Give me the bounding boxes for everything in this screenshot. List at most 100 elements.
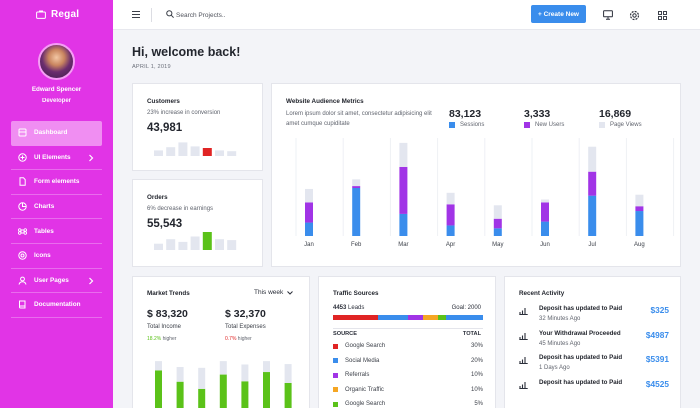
activity-title: Deposit has updated to Paid xyxy=(539,305,623,312)
bar-page-views xyxy=(446,192,455,205)
sidebar-item-user-pages[interactable]: User Pages xyxy=(11,269,102,294)
source-name: Google Search xyxy=(345,401,386,407)
period-dropdown[interactable]: This week xyxy=(254,289,294,296)
activity-item[interactable]: Deposit has updated to Paid 32 Minutes Ag… xyxy=(519,305,669,331)
traffic-row: Social Media 20% xyxy=(333,356,483,366)
spark-bar xyxy=(190,146,200,156)
recent-activity-card: Recent Activity Deposit has updated to P… xyxy=(504,276,681,408)
orders-value: 55,543 xyxy=(147,218,183,230)
activity-title: Your Withdrawal Proceeded xyxy=(539,329,621,337)
sidebar-item-dashboard[interactable]: Dashboard xyxy=(11,121,102,146)
sidebar-nav: Dashboard UI Elements Form elements Charts T… xyxy=(11,121,102,318)
spark-bar xyxy=(202,148,212,156)
traffic-sources-card: Traffic Sources 4453 Leads Goal: 2000 SO… xyxy=(318,276,496,408)
customers-sparkbars xyxy=(154,142,237,156)
brand-logo[interactable]: Regal xyxy=(36,9,79,20)
market-title: Market Trends xyxy=(147,290,190,297)
bar-sessions xyxy=(446,225,455,236)
traffic-progress-bar xyxy=(333,315,483,320)
apps-grid-icon[interactable] xyxy=(658,10,667,20)
income-bar xyxy=(198,388,206,408)
spark-bar xyxy=(154,150,163,156)
bar-sessions xyxy=(305,222,313,236)
bar-new-users xyxy=(399,166,408,214)
search-input[interactable] xyxy=(176,8,316,22)
x-tick-label: Aug xyxy=(634,242,645,248)
activity-title: Recent Activity xyxy=(519,290,565,297)
bar-chart-icon xyxy=(519,357,528,364)
col-total: TOTAL xyxy=(462,331,481,337)
sidebar-item-label: Tables xyxy=(34,227,54,235)
pie-chart-icon xyxy=(18,202,27,211)
bar-sessions xyxy=(493,228,502,236)
search-icon xyxy=(166,10,174,18)
bar-new-users xyxy=(493,218,502,229)
activity-item[interactable]: Deposit has updated to Paid 1 Days Ago $53… xyxy=(519,354,669,380)
sidebar-item-charts[interactable]: Charts xyxy=(11,195,102,220)
page-date: APRIL 1, 2019 xyxy=(132,64,171,70)
stat-value: 3,333 xyxy=(524,108,551,120)
period-label: This week xyxy=(254,289,284,296)
spark-bar xyxy=(178,241,188,250)
settings-icon[interactable] xyxy=(629,10,640,21)
source-name: Social Media xyxy=(345,357,380,364)
source-name: Organic Traffic xyxy=(345,386,384,393)
income-delta: 18.2% higher xyxy=(147,336,176,342)
brand-name: Regal xyxy=(51,9,80,20)
bar-page-views xyxy=(588,146,597,172)
stat-label: Page Views xyxy=(610,122,642,128)
sidebar-item-ui-elements[interactable]: UI Elements xyxy=(11,146,102,171)
chevron-right-icon xyxy=(89,154,94,162)
sidebar-item-documentation[interactable]: Documentation xyxy=(11,293,102,318)
income-bar xyxy=(219,374,227,408)
stat-legend: Sessions xyxy=(449,122,484,128)
user-role: Developer xyxy=(41,98,71,104)
dashboard-icon xyxy=(18,128,27,137)
menu-icon[interactable] xyxy=(132,11,140,18)
activity-item[interactable]: Your Withdrawal Proceeded 45 Minutes Ago $… xyxy=(519,330,669,356)
file-icon xyxy=(19,177,26,187)
income-bar xyxy=(155,370,162,408)
sidebar-item-form-elements[interactable]: Form elements xyxy=(11,170,102,195)
topbar: + Create New xyxy=(113,0,700,30)
bar-sessions xyxy=(635,211,644,236)
audience-bar-chart: Jan Feb Mar Apr May Jun Jul Aug xyxy=(295,138,675,248)
chevron-right-icon xyxy=(89,277,94,284)
create-new-button[interactable]: + Create New xyxy=(531,5,586,23)
user-name: Edward Spencer xyxy=(31,86,82,93)
sidebar: Regal Edward Spencer Developer Dashboard… xyxy=(0,0,113,408)
activity-item[interactable]: Deposit has updated to Paid $4525 xyxy=(519,379,669,405)
stat-legend: New Users xyxy=(524,122,564,128)
traffic-title: Traffic Sources xyxy=(333,290,379,297)
source-total: 10% xyxy=(470,386,483,393)
chevron-down-icon xyxy=(287,290,294,295)
bar-page-views xyxy=(493,205,502,219)
leads-count: 4453 Leads xyxy=(333,305,364,311)
legend-swatch xyxy=(449,122,455,128)
progress-segment xyxy=(438,315,446,320)
leads-goal: Goal: 2000 xyxy=(451,305,481,311)
activity-title: Deposit has updated to Paid xyxy=(539,354,623,361)
market-bar-chart xyxy=(155,361,292,408)
bar-sessions xyxy=(352,188,361,236)
income-delta-value: 18.2% xyxy=(147,336,162,342)
col-source: SOURCE xyxy=(333,331,357,337)
legend-swatch xyxy=(599,122,605,128)
traffic-row: Google Search 30% xyxy=(333,341,483,351)
monitor-icon[interactable] xyxy=(603,10,613,20)
x-tick-label: May xyxy=(492,242,503,248)
spark-bar xyxy=(178,142,188,156)
leads-label: Leads xyxy=(348,305,365,311)
command-icon xyxy=(18,227,27,235)
bar-new-users xyxy=(541,202,549,222)
sidebar-item-icons[interactable]: Icons xyxy=(11,244,102,269)
progress-segment xyxy=(408,315,423,320)
sidebar-item-tables[interactable]: Tables xyxy=(11,219,102,244)
stat-label: New Users xyxy=(535,122,565,128)
source-color-dot xyxy=(333,401,338,407)
avatar[interactable] xyxy=(38,43,75,80)
expense-delta: 0.7% higher xyxy=(225,336,252,342)
spark-bar xyxy=(202,232,212,250)
expense-bar xyxy=(263,361,270,373)
spark-bar xyxy=(154,243,163,250)
